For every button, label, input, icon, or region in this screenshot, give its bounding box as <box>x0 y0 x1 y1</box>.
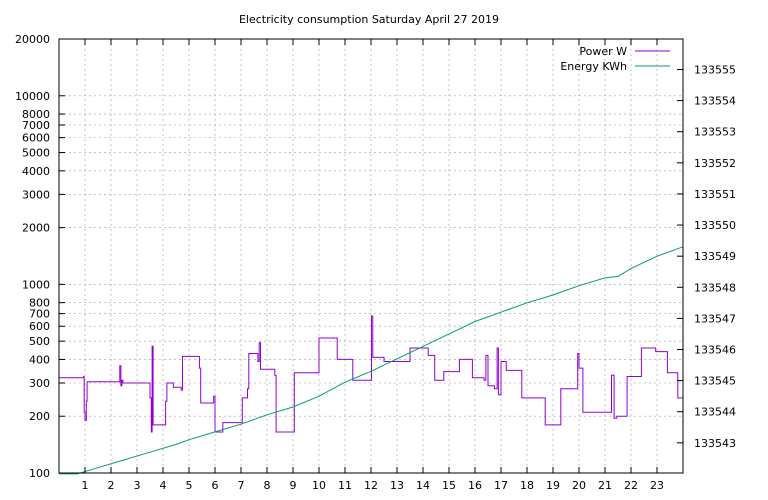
y-tick-label: 2000 <box>22 222 50 235</box>
y-tick-label: 4000 <box>22 165 50 178</box>
x-tick-label: 21 <box>598 479 612 492</box>
y-tick-label: 300 <box>29 377 50 390</box>
y-tick-label: 5000 <box>22 147 50 160</box>
x-tick-label: 12 <box>364 479 378 492</box>
x-tick-label: 16 <box>468 479 482 492</box>
y2-tick-label: 133554 <box>694 95 736 108</box>
x-tick-label: 7 <box>238 479 245 492</box>
x-tick-label: 10 <box>312 479 326 492</box>
x-tick-label: 13 <box>390 479 404 492</box>
y-tick-label: 3000 <box>22 188 50 201</box>
y2-tick-label: 133545 <box>694 375 736 388</box>
legend: Power W Energy KWh <box>560 45 670 73</box>
x-tick-label: 11 <box>338 479 352 492</box>
energy-series-line <box>59 246 684 475</box>
y-tick-label: 1000 <box>22 278 50 291</box>
y-tick-label: 600 <box>29 320 50 333</box>
x-tick-label: 4 <box>160 479 167 492</box>
y-tick-label: 100 <box>29 467 50 480</box>
x-tick-label: 18 <box>520 479 534 492</box>
x-tick-label: 1 <box>82 479 89 492</box>
y2-tick-label: 133544 <box>694 406 736 419</box>
x-tick-label: 9 <box>290 479 297 492</box>
y2-tick-label: 133547 <box>694 312 736 325</box>
y-tick-label: 7000 <box>22 119 50 132</box>
y-tick-label: 20000 <box>15 33 50 46</box>
y-tick-label: 800 <box>29 297 50 310</box>
y2-tick-label: 133549 <box>694 250 736 263</box>
y2-tick-label: 133555 <box>694 63 736 76</box>
y-tick-label: 500 <box>29 335 50 348</box>
y2-tick-label: 133550 <box>694 219 736 232</box>
y2-tick-label: 133546 <box>694 343 736 356</box>
y2-tick-label: 133552 <box>694 157 736 170</box>
x-tick-label: 8 <box>264 479 271 492</box>
x-tick-label: 14 <box>416 479 430 492</box>
series-layer <box>59 246 684 475</box>
x-tick-label: 3 <box>134 479 141 492</box>
x-tick-label: 17 <box>494 479 508 492</box>
legend-label: Energy KWh <box>560 60 627 73</box>
legend-label: Power W <box>579 45 627 58</box>
y-tick-label: 6000 <box>22 132 50 145</box>
power-series-line <box>59 315 684 433</box>
x-tick-label: 6 <box>212 479 219 492</box>
y2-tick-label: 133553 <box>694 126 736 139</box>
x-tick-label: 5 <box>186 479 193 492</box>
y2-tick-label: 133551 <box>694 188 736 201</box>
x-tick-label: 19 <box>546 479 560 492</box>
x-tick-label: 20 <box>572 479 586 492</box>
axis-ticks: 1 2 3 4 5 6 7 8 9 10 11 12 13 14 15 16 17 18 19 20 21 22 23100… <box>15 33 736 492</box>
y2-tick-label: 133548 <box>694 281 736 294</box>
y-tick-label: 400 <box>29 353 50 366</box>
y-tick-label: 700 <box>29 308 50 321</box>
x-tick-label: 23 <box>650 479 664 492</box>
y-tick-label: 200 <box>29 410 50 423</box>
y-tick-label: 8000 <box>22 108 50 121</box>
chart-title: Electricity consumption Saturday April 2… <box>239 13 499 26</box>
x-tick-label: 15 <box>442 479 456 492</box>
y-tick-label: 10000 <box>15 90 50 103</box>
x-tick-label: 22 <box>624 479 638 492</box>
x-tick-label: 2 <box>108 479 115 492</box>
y2-tick-label: 133543 <box>694 437 736 450</box>
